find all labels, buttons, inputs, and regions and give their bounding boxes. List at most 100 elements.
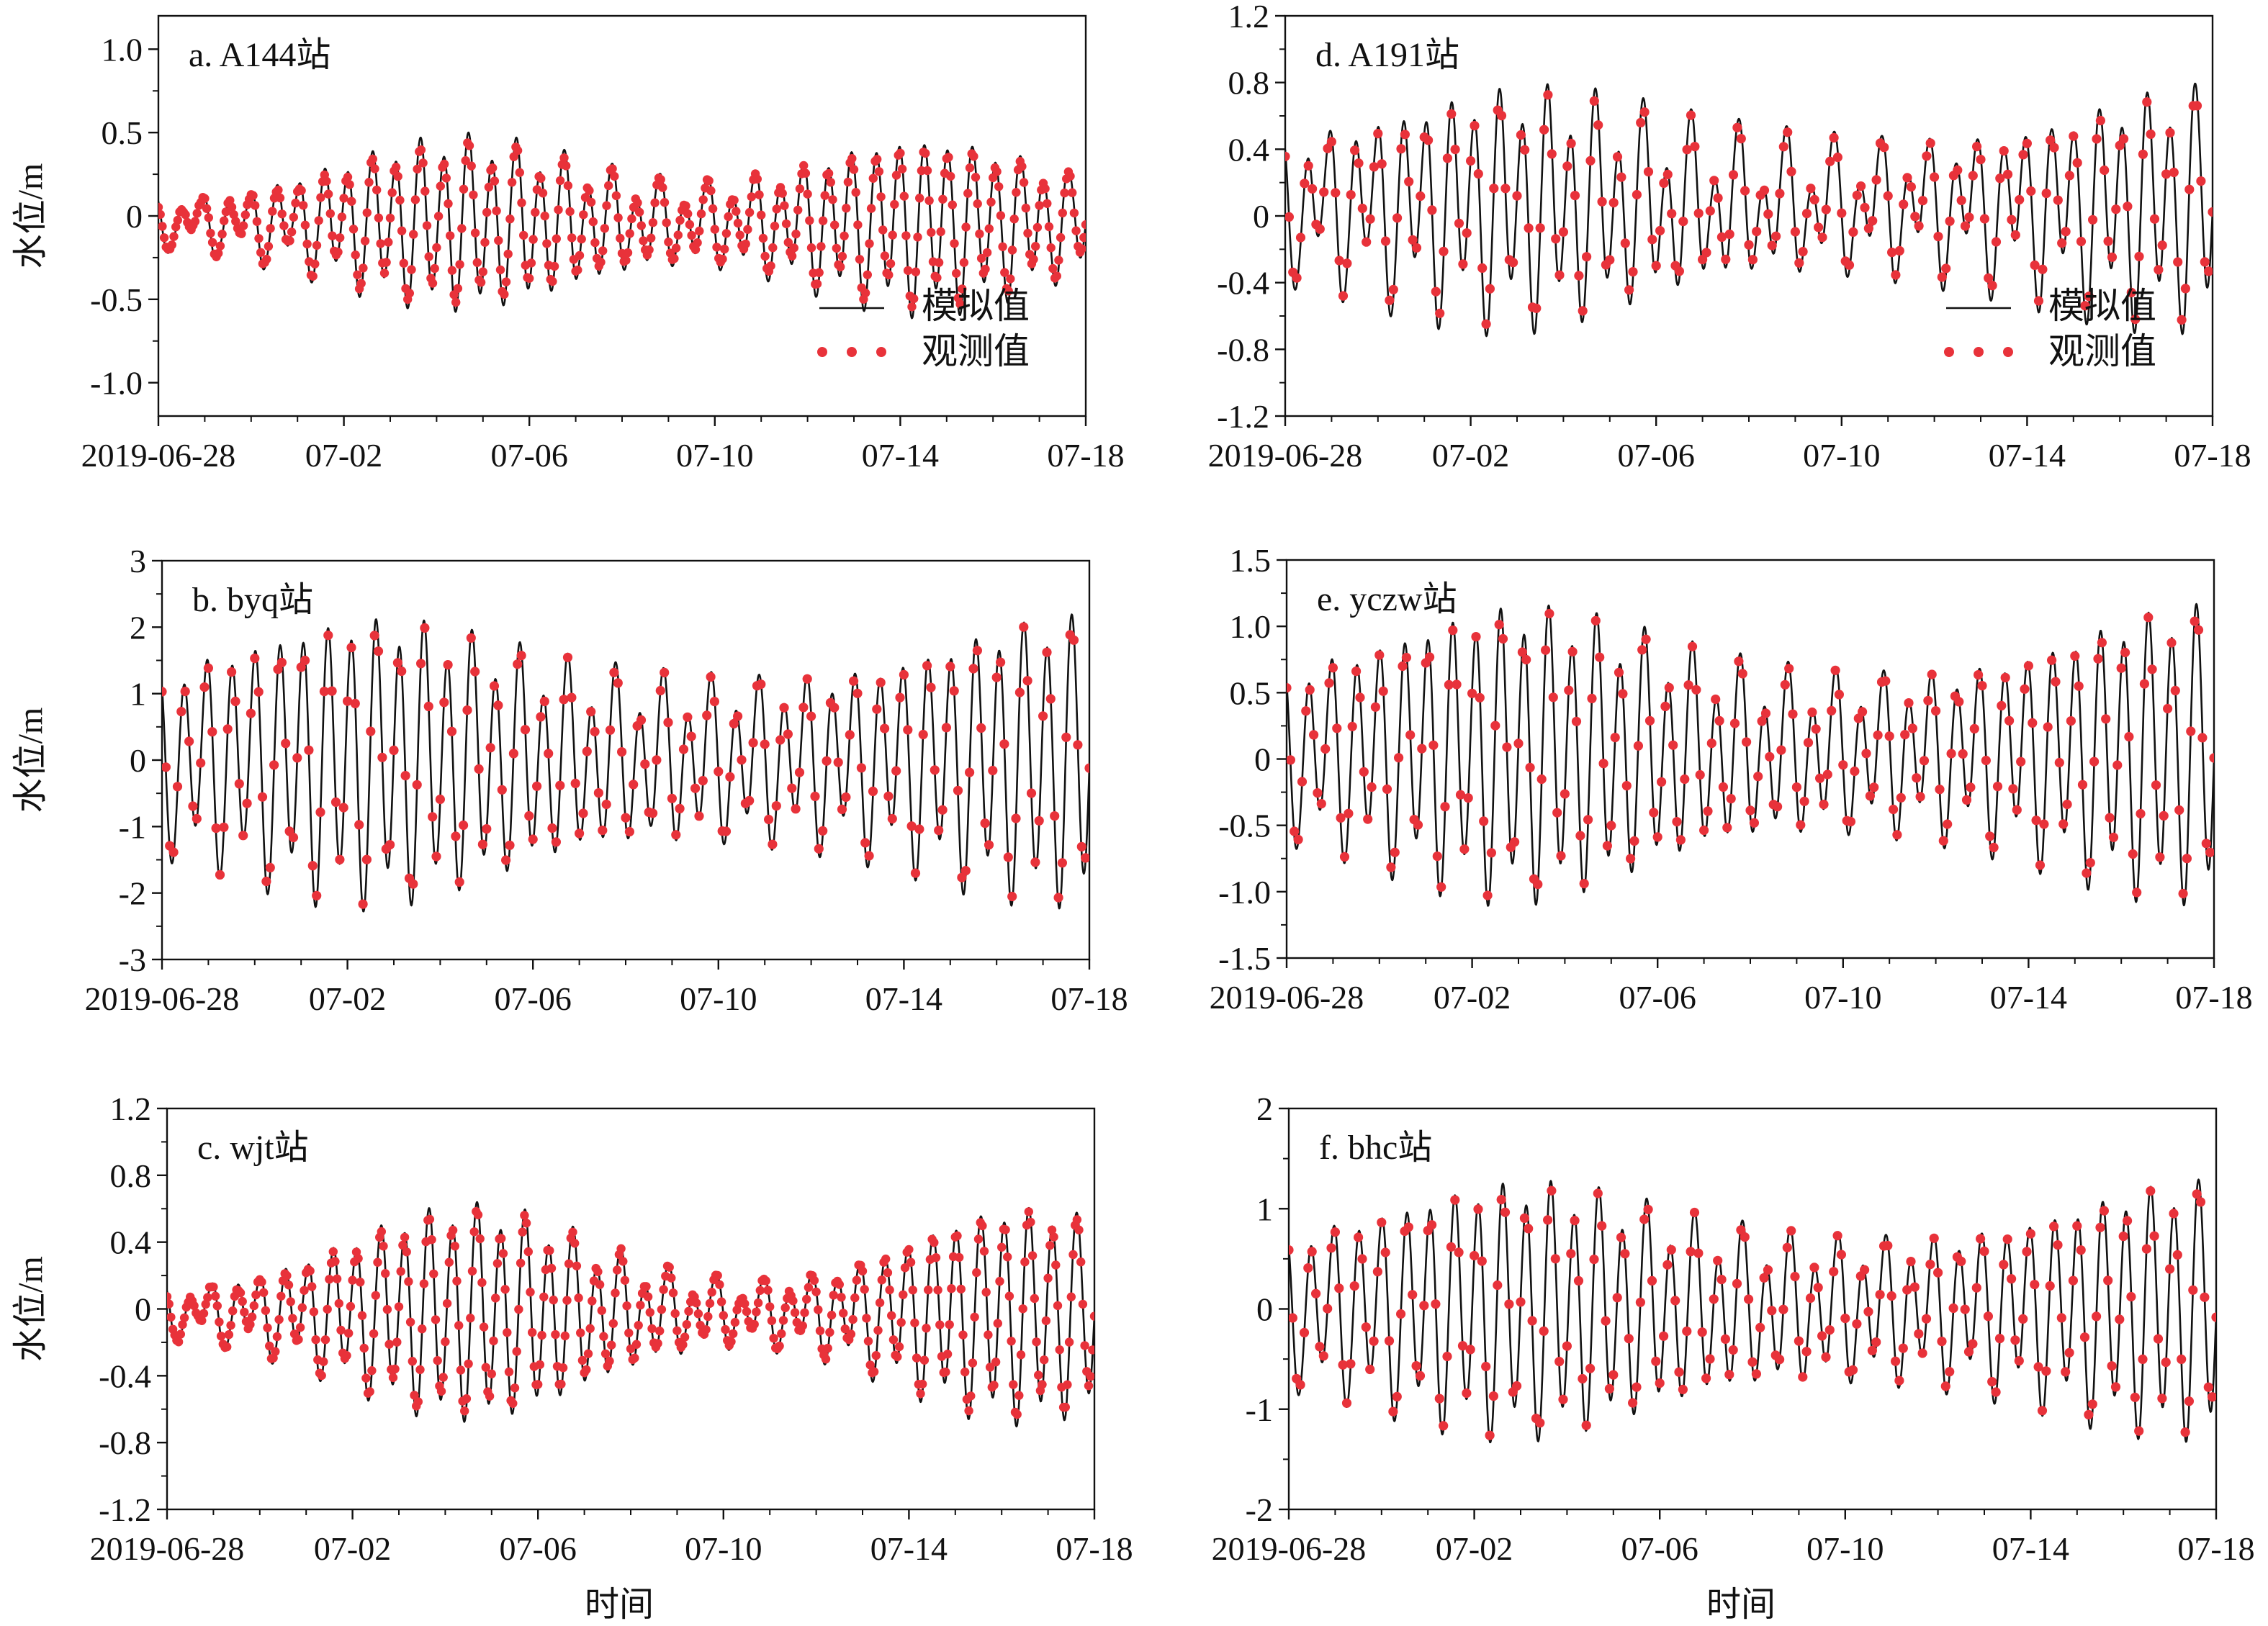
observed-point (1945, 1367, 1955, 1377)
observed-point (968, 1358, 978, 1368)
observed-point (1711, 694, 1721, 705)
observed-point (622, 1301, 631, 1311)
observed-point (600, 1349, 611, 1359)
observed-point (706, 672, 716, 682)
x-tick-label: 07-10 (685, 1530, 762, 1567)
x-tick-label: 2019-06-28 (85, 980, 240, 1017)
observed-point (766, 261, 775, 271)
observed-point (1705, 206, 1715, 216)
observed-point (492, 1259, 503, 1268)
y-axis-title: 水位/m (12, 163, 50, 269)
observed-point (900, 1263, 910, 1273)
panel-title: e. yczw站 (1317, 580, 1457, 618)
observed-point (597, 1306, 606, 1316)
observed-point (2089, 756, 2100, 767)
observed-point (630, 1353, 639, 1363)
observed-point (1444, 679, 1454, 690)
observed-point (1873, 730, 1883, 740)
observed-point (574, 1293, 583, 1303)
observed-point (1759, 185, 1770, 195)
observed-point (201, 1299, 210, 1309)
observed-point (586, 197, 596, 207)
observed-point (624, 1328, 634, 1338)
observed-point (389, 745, 399, 755)
observed-point (220, 216, 229, 225)
observed-point (1071, 226, 1081, 235)
observed-point (814, 268, 824, 277)
observed-point (1459, 844, 1470, 854)
observed-point (616, 1244, 626, 1253)
observed-point (1051, 1260, 1061, 1270)
observed-point (1446, 109, 1457, 119)
x-tick-label: 07-02 (309, 980, 386, 1017)
observed-point (826, 178, 836, 187)
observed-point (815, 1326, 825, 1336)
observed-point (2070, 651, 2080, 661)
observed-point (780, 1303, 790, 1313)
observed-point (845, 730, 855, 740)
observed-point (2056, 1313, 2066, 1323)
observed-point (839, 1309, 848, 1318)
observed-point (1639, 1214, 1650, 1224)
panel-title: b. byq站 (192, 581, 313, 619)
observed-point (1562, 1341, 1572, 1351)
plot-frame (1285, 559, 2215, 959)
observed-point (1021, 203, 1031, 213)
observed-point (565, 207, 575, 217)
observed-point (747, 192, 757, 202)
observed-point (1612, 152, 1623, 162)
observed-point (263, 1323, 272, 1332)
observed-point (1829, 1267, 1839, 1277)
observed-point (172, 782, 183, 792)
observed-point (935, 1320, 945, 1329)
observed-point (1589, 96, 1599, 106)
observed-point (1289, 1245, 1294, 1255)
observed-point (1510, 837, 1520, 847)
observed-point (768, 839, 778, 849)
observed-point (1686, 110, 1696, 120)
observed-point (215, 1317, 224, 1327)
observed-point (1612, 1293, 1622, 1303)
observed-point (539, 1292, 549, 1302)
observed-point (802, 674, 812, 684)
observed-point (1651, 261, 1661, 271)
observed-point (1933, 1268, 1943, 1278)
observed-point (1701, 1373, 1711, 1383)
observed-point (1295, 1380, 1305, 1390)
observed-point (2123, 1216, 2133, 1226)
observed-point (564, 1259, 574, 1268)
observed-point (703, 1311, 713, 1322)
observed-point (912, 1353, 922, 1363)
observed-point (1660, 701, 1670, 712)
observed-point (2088, 214, 2098, 225)
observed-point (1413, 820, 1423, 830)
y-tick-label: -1.5 (1218, 940, 1271, 977)
observed-point (1004, 286, 1013, 296)
observed-point (1359, 767, 1369, 777)
observed-point (1728, 1345, 1738, 1355)
observed-point (1620, 1249, 1630, 1259)
observed-point (2018, 1314, 2028, 1324)
observed-point (671, 830, 681, 840)
observed-point (1521, 654, 1531, 665)
observed-point (2159, 810, 2169, 821)
observed-point (508, 1399, 518, 1409)
observed-point (2103, 1275, 2113, 1286)
observed-point (1716, 232, 1727, 242)
observed-point (328, 231, 337, 240)
observed-point (400, 771, 410, 781)
observed-point (2007, 214, 2017, 225)
observed-point (1428, 740, 1439, 750)
observed-point (866, 204, 876, 213)
observed-point (2045, 1281, 2055, 1291)
observed-point (469, 1227, 479, 1237)
observed-point (316, 193, 325, 202)
observed-point (425, 1214, 435, 1224)
observed-point (2080, 301, 2090, 311)
observed-point (1582, 252, 1592, 262)
observed-point (822, 756, 832, 766)
observed-point (558, 1363, 568, 1373)
observed-point (2014, 1356, 2024, 1366)
observed-point (211, 823, 221, 834)
